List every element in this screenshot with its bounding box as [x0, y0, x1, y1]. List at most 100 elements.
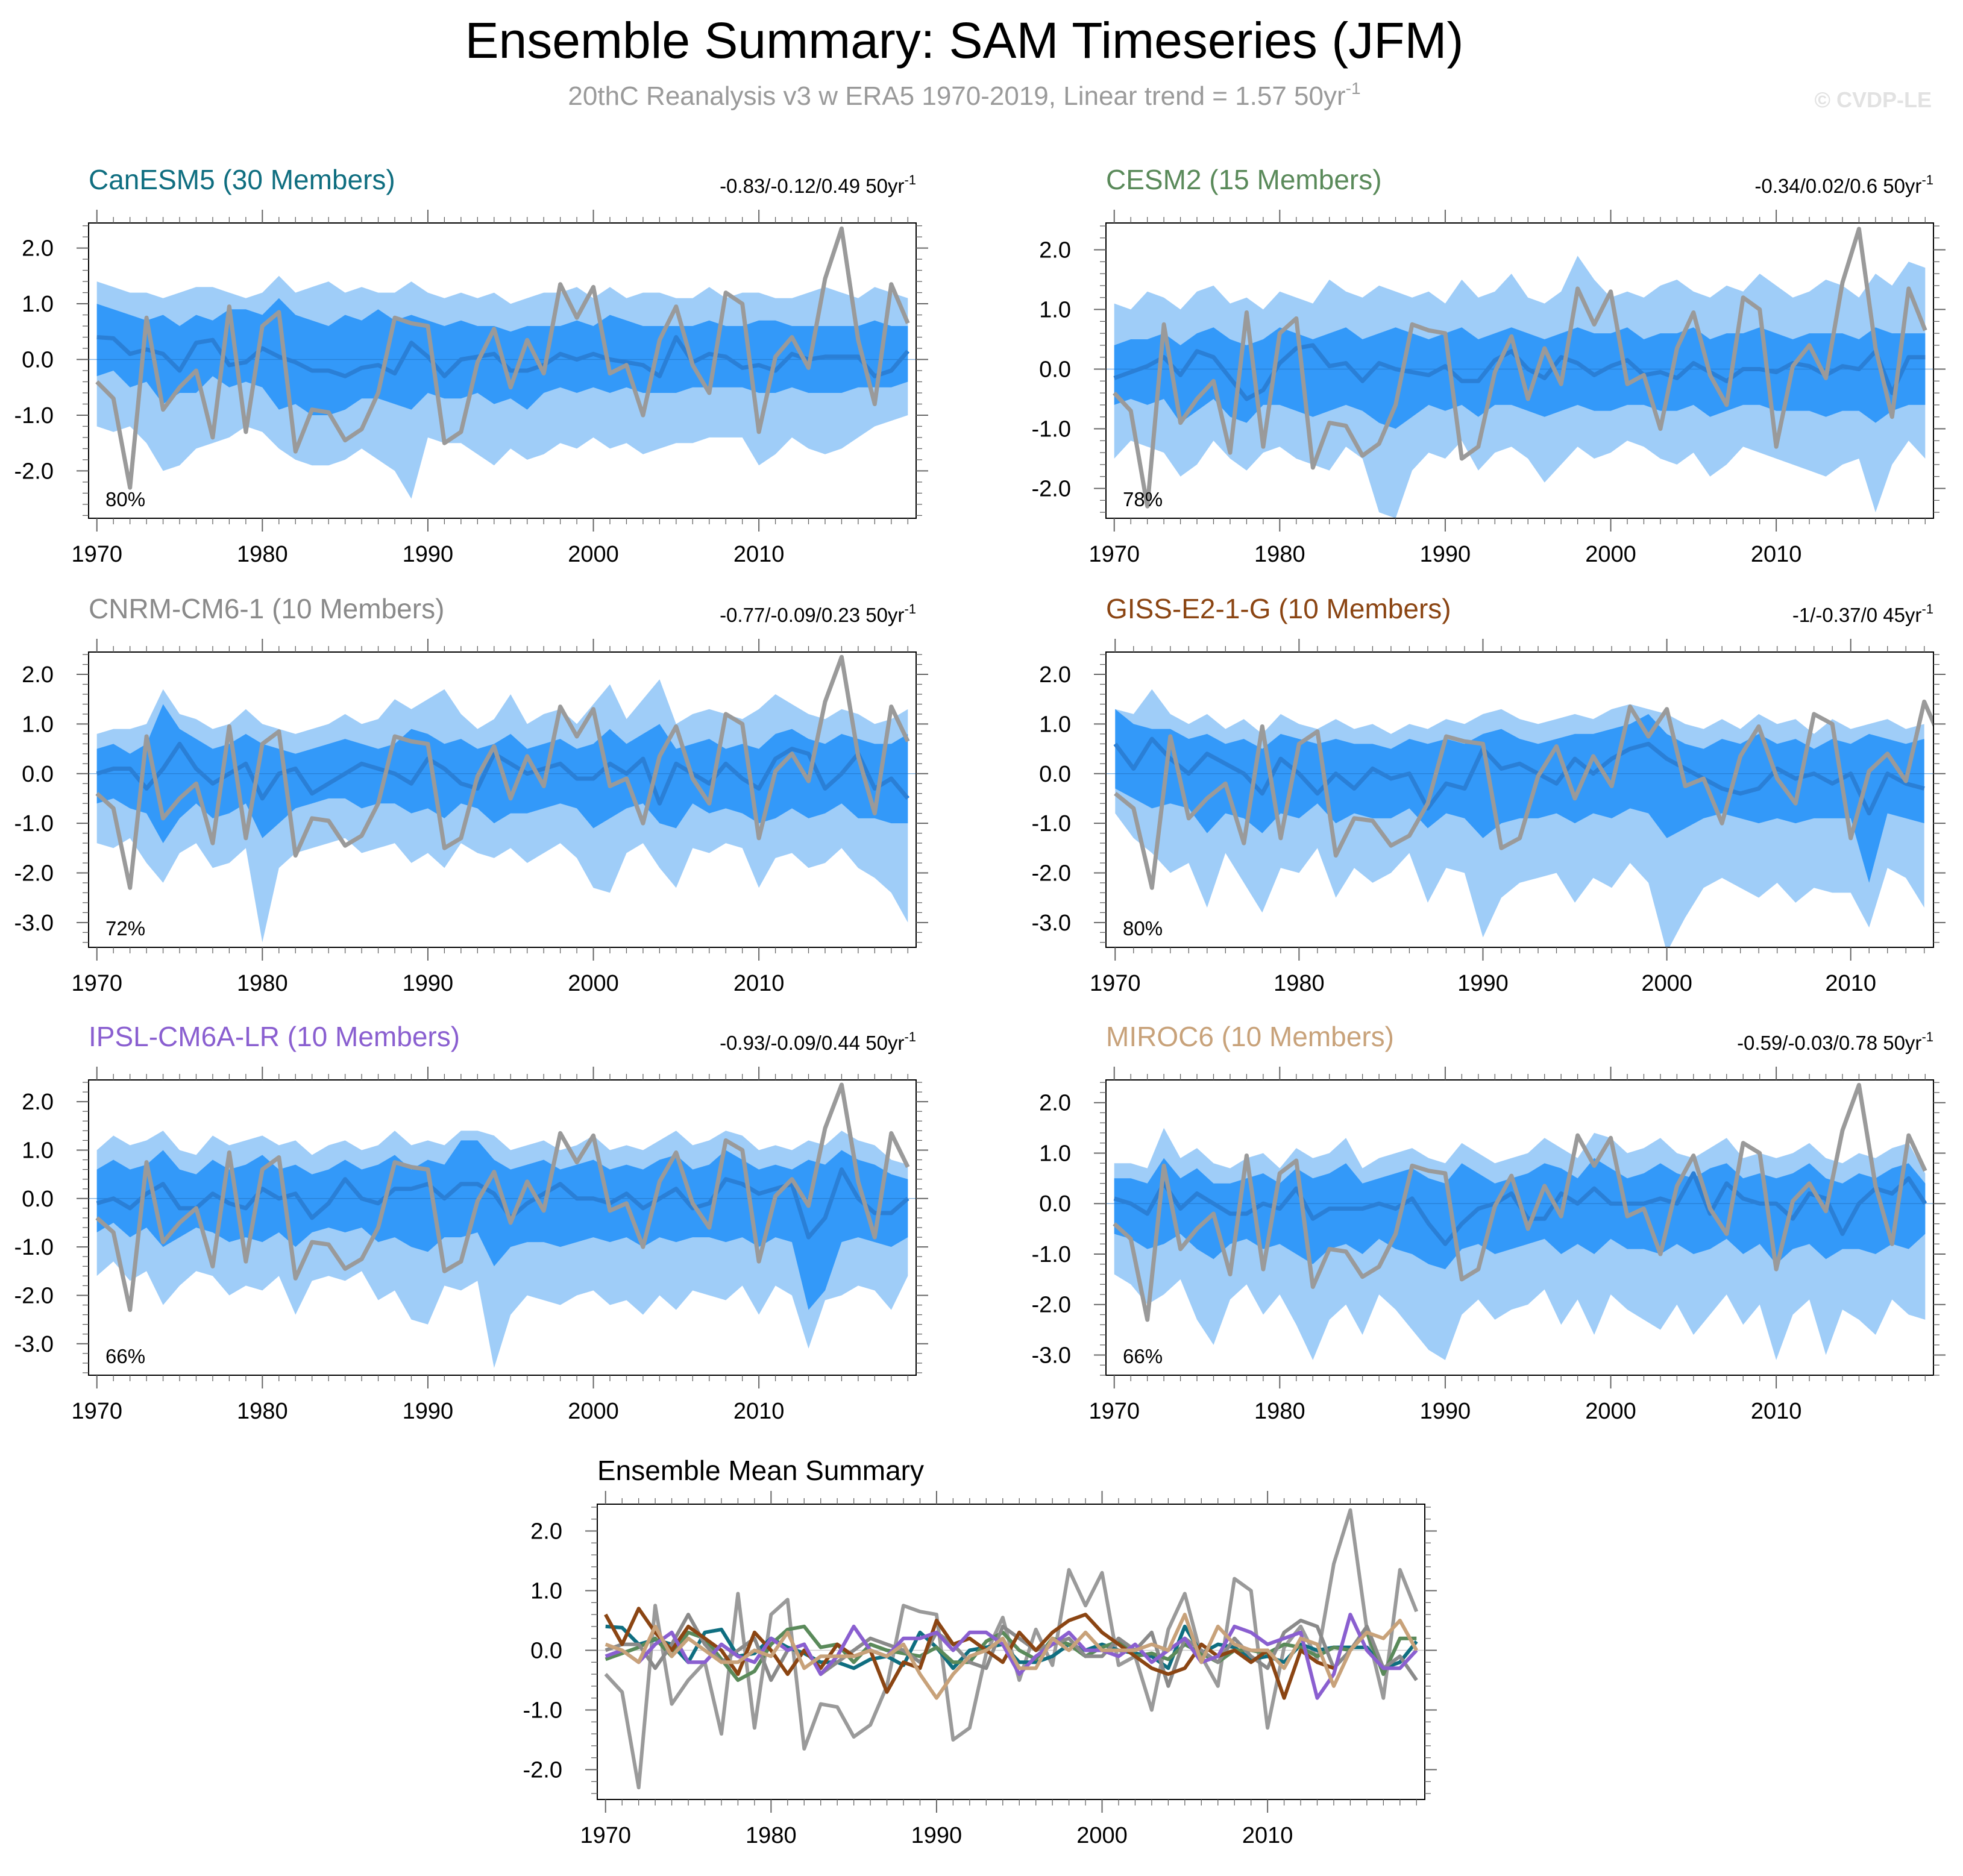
- ensemble-mean-line: [1113, 736, 1925, 816]
- x-tick-label: 2010: [733, 971, 785, 996]
- panel-6: 1970 1980 1990 2000 2010 -3.0 -2.0 -1.0 0.0 1.0 2.…: [1032, 1021, 1946, 1424]
- y-tick-label: -2.0: [1032, 861, 1071, 886]
- panels-group: 1970 1980 1990 2000 2010 -2.0 -1.0 0.0 1.0 2.0 Can…: [14, 164, 1946, 1848]
- panel-title: CanESM5 (30 Members): [89, 164, 395, 195]
- trend-text: -0.83/-0.12/0.49 50yr: [720, 175, 904, 197]
- y-tick-label: 2.0: [22, 1090, 54, 1115]
- y-tick-label: 2.0: [530, 1519, 562, 1545]
- plot-area: [1106, 1082, 1933, 1360]
- y-tick-label: -2.0: [14, 1283, 54, 1308]
- x-tick-label: 2010: [733, 1399, 785, 1424]
- percent-label: 72%: [105, 917, 145, 940]
- y-tick-label: 0.0: [1039, 357, 1071, 383]
- panel-4: 1970 1980 1990 2000 2010 -3.0 -2.0 -1.0 0.0 1.0 2.…: [1032, 593, 1946, 996]
- y-tick-label: -2.0: [14, 861, 54, 886]
- y-tick-label: 2.0: [1039, 1091, 1071, 1116]
- x-tick-label: 1990: [911, 1823, 963, 1848]
- y-tick-label: 1.0: [1039, 1141, 1071, 1166]
- x-tick-label: 2000: [1076, 1823, 1128, 1848]
- y-tick-label: -1.0: [1032, 417, 1071, 442]
- panel-title: IPSL-CM6A-LR (10 Members): [89, 1021, 460, 1052]
- x-tick-label: 1990: [1420, 1399, 1471, 1424]
- trend-text: -1/-0.37/0 45yr: [1792, 604, 1922, 626]
- trend-sup: -1: [904, 1029, 916, 1044]
- observed-line: [1113, 227, 1927, 509]
- panel-1: 1970 1980 1990 2000 2010 -2.0 -1.0 0.0 1.0 2.0 Can…: [14, 164, 928, 567]
- inner-range-band: [96, 1140, 908, 1310]
- x-tick-label: 1970: [71, 1399, 122, 1424]
- trend-sup: -1: [1921, 172, 1933, 187]
- y-tick-label: 1.0: [1039, 712, 1071, 737]
- observed-line: [1113, 1082, 1927, 1322]
- x-tick-label: 1980: [237, 542, 288, 567]
- trend-sup: -1: [1921, 601, 1933, 616]
- copyright-label: © CVDP-LE: [1814, 87, 1932, 112]
- trend-sup: -1: [1921, 1029, 1933, 1044]
- panel-7: 1970 1980 1990 2000 2010 -2.0 -1.0 0.0 1.0 2.0 Ens…: [523, 1455, 1437, 1848]
- trend-label: -0.59/-0.03/0.78 50yr-1: [1737, 1029, 1933, 1054]
- trend-text: -0.59/-0.03/0.78 50yr: [1737, 1032, 1921, 1054]
- x-tick-label: 1990: [403, 542, 454, 567]
- subtitle-text: 20thC Reanalysis v3 w ERA5 1970-2019, Li…: [568, 81, 1345, 111]
- y-tick-label: 0.0: [1039, 762, 1071, 787]
- x-tick-label: 2000: [568, 971, 619, 996]
- x-tick-label: 2010: [1751, 1399, 1802, 1424]
- ensemble-mean-line: [96, 741, 909, 806]
- x-tick-label: 1980: [1254, 1399, 1305, 1424]
- y-tick-label: -3.0: [14, 1332, 54, 1357]
- panel-title: CNRM-CM6-1 (10 Members): [89, 593, 444, 624]
- inner-range-band: [1115, 709, 1924, 883]
- y-tick-label: 1.0: [1039, 298, 1071, 323]
- percent-label: 78%: [1123, 488, 1163, 510]
- observed-line: [1114, 699, 1933, 890]
- observed-line: [95, 654, 910, 890]
- percent-label: 66%: [105, 1345, 145, 1367]
- x-tick-label: 2010: [1825, 971, 1876, 996]
- x-tick-label: 1980: [237, 1399, 288, 1424]
- x-tick-label: 1980: [1254, 542, 1305, 567]
- y-tick-label: -1.0: [1032, 811, 1071, 836]
- y-tick-label: -1.0: [14, 1235, 54, 1260]
- figure-title: Ensemble Summary: SAM Timeseries (JFM): [465, 12, 1464, 69]
- y-tick-label: 0.0: [1039, 1191, 1071, 1217]
- plot-area: [1106, 689, 1933, 947]
- trend-sup: -1: [904, 172, 916, 187]
- y-tick-label: -2.0: [1032, 1293, 1071, 1318]
- trend-label: -0.77/-0.09/0.23 50yr-1: [720, 601, 916, 626]
- panel-title: CESM2 (15 Members): [1106, 164, 1382, 195]
- x-tick-label: 2000: [1641, 971, 1692, 996]
- percent-label: 80%: [105, 488, 145, 510]
- figure-subtitle: 20thC Reanalysis v3 w ERA5 1970-2019, Li…: [568, 79, 1360, 111]
- y-tick-label: 0.0: [22, 1187, 54, 1212]
- plot-frame: [597, 1504, 1425, 1800]
- series-line-5: [604, 1607, 1335, 1700]
- panel-2: 1970 1980 1990 2000 2010 -2.0 -1.0 0.0 1.0 2.0 CES…: [1032, 164, 1946, 567]
- y-tick-label: -2.0: [1032, 477, 1071, 502]
- panel-title: MIROC6 (10 Members): [1106, 1021, 1394, 1052]
- trend-label: -0.93/-0.09/0.44 50yr-1: [720, 1029, 916, 1054]
- y-tick-label: -1.0: [1032, 1242, 1071, 1267]
- series-line-7: [605, 1613, 1418, 1700]
- trend-label: -0.34/0.02/0.6 50yr-1: [1754, 172, 1933, 197]
- x-tick-label: 1990: [403, 1399, 454, 1424]
- y-tick-label: 1.0: [22, 712, 54, 737]
- series-line-6: [605, 1613, 1418, 1700]
- x-tick-label: 2010: [1751, 542, 1802, 567]
- trend-text: -0.34/0.02/0.6 50yr: [1754, 175, 1921, 197]
- percent-label: 66%: [1123, 1345, 1163, 1367]
- panel-title: Ensemble Mean Summary: [597, 1455, 924, 1486]
- trend-text: -0.93/-0.09/0.44 50yr: [720, 1032, 904, 1054]
- panel-5: 1970 1980 1990 2000 2010 -3.0 -2.0 -1.0 0.0 1.0 2.…: [14, 1021, 928, 1424]
- y-tick-label: -1.0: [523, 1698, 562, 1724]
- x-tick-label: 1970: [71, 542, 122, 567]
- y-tick-label: -2.0: [14, 459, 54, 484]
- x-tick-label: 2000: [1585, 1399, 1636, 1424]
- y-tick-label: 2.0: [22, 236, 54, 262]
- y-tick-label: 1.0: [22, 1138, 54, 1163]
- panel-3: 1970 1980 1990 2000 2010 -3.0 -2.0 -1.0 0.0 1.0 2.…: [14, 593, 928, 996]
- ensemble-mean-line: [96, 1167, 909, 1240]
- y-tick-label: -3.0: [1032, 911, 1071, 936]
- plot-frame: [88, 651, 917, 948]
- x-tick-label: 1990: [1420, 542, 1471, 567]
